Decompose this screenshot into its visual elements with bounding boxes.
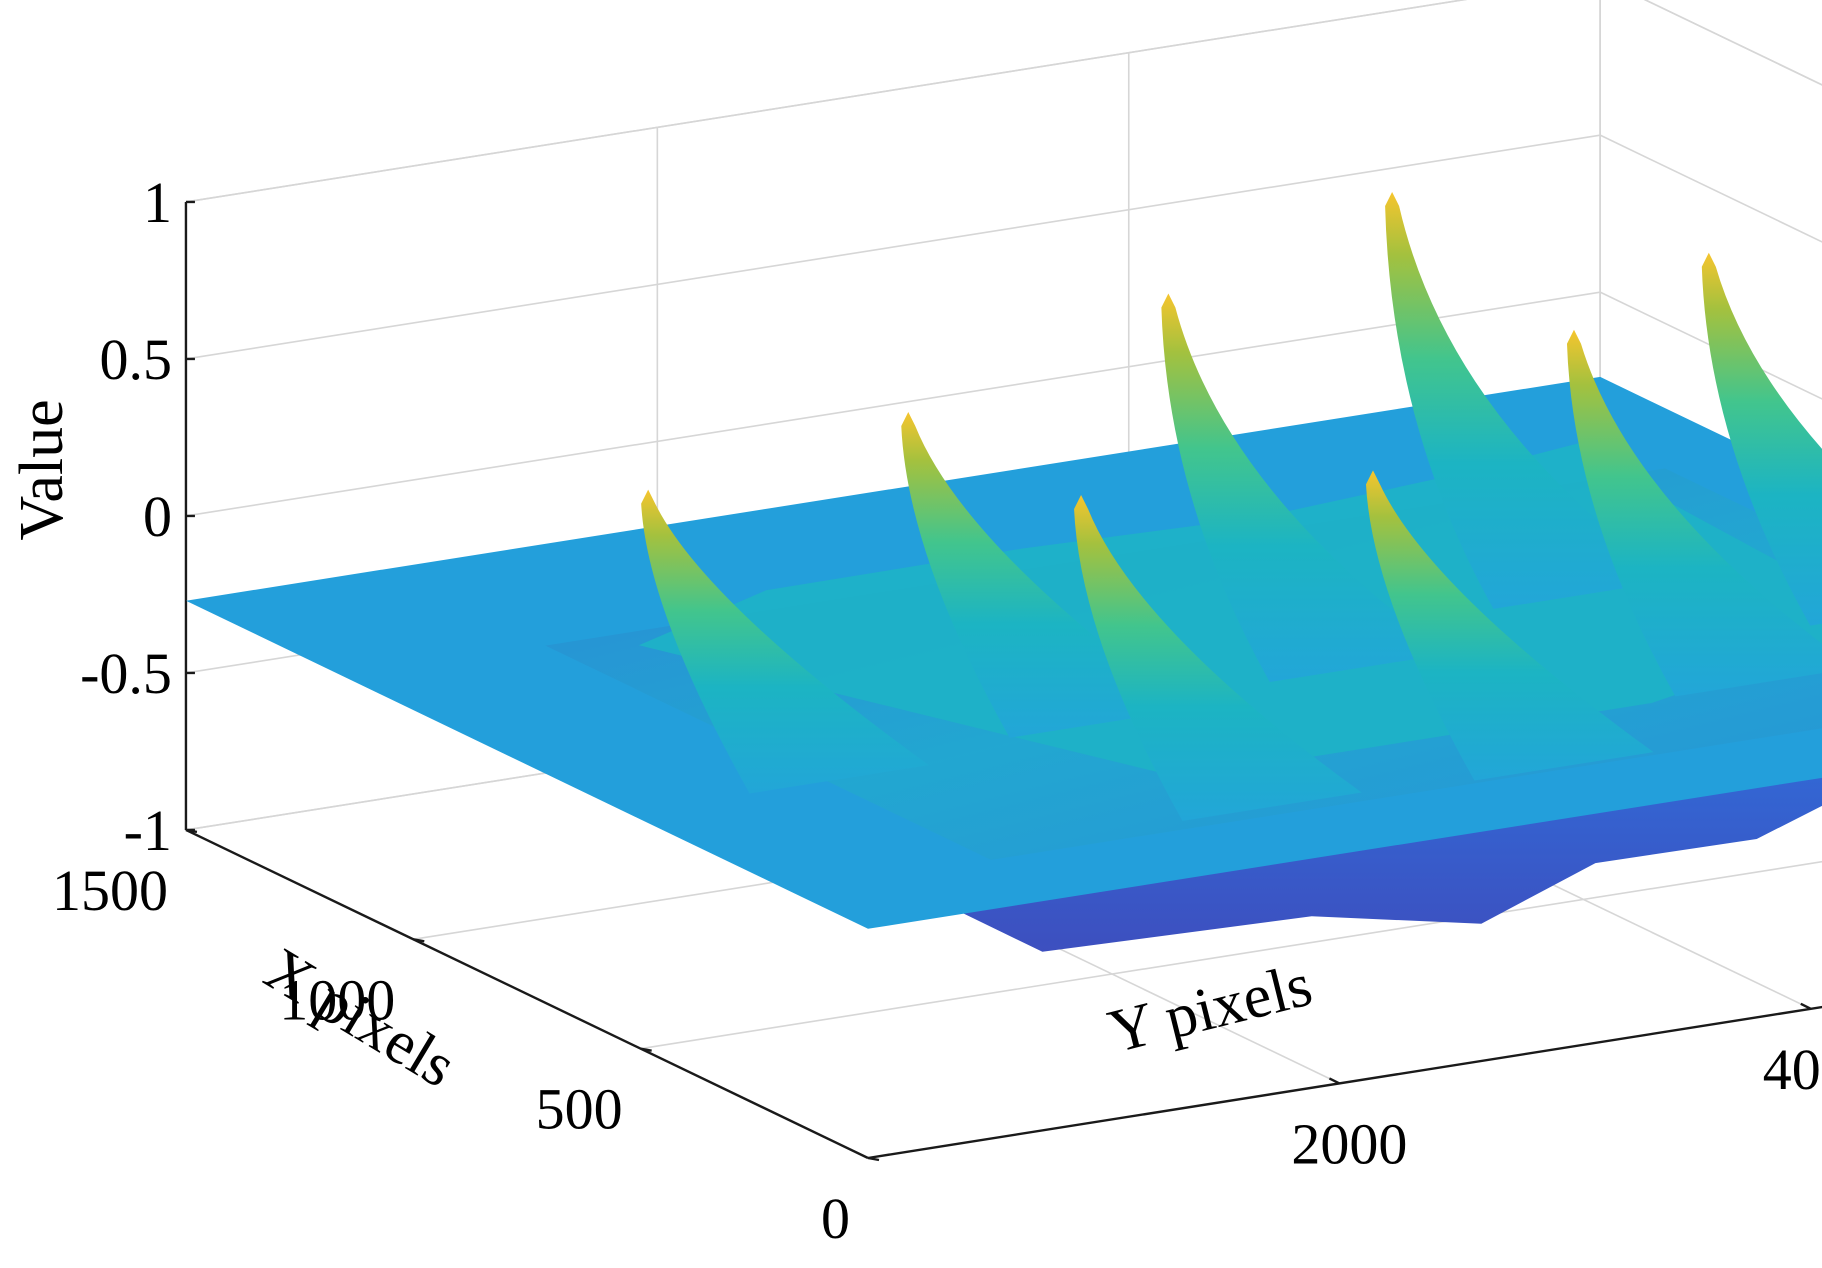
x-tick-label: 1500	[52, 858, 168, 923]
grid-line	[185, 0, 1468, 203]
z-tick-label: -0.5	[80, 641, 172, 706]
surface-peak	[1074, 495, 1362, 821]
z-tick-label: 0.5	[99, 327, 172, 392]
surface-peak	[1701, 252, 1822, 626]
surface-peak	[641, 489, 929, 794]
surface-plot	[186, 192, 1822, 952]
surface-peak	[1161, 293, 1449, 683]
x-tick	[413, 938, 425, 943]
surface-peak	[1365, 470, 1654, 781]
box-edge	[1643, 0, 1822, 86]
z-axis-label: Value	[8, 399, 76, 540]
x-tick-label: 0	[821, 1186, 850, 1251]
y-axis-label: Y pixels	[1102, 951, 1318, 1067]
y-axis-line	[867, 1005, 1822, 1160]
x-tick	[640, 1047, 652, 1052]
x-tick-label: 1000	[279, 967, 395, 1032]
axes: 10.50-0.5-1050010001500200040006000	[52, 170, 1822, 1251]
surface-peak	[1385, 192, 1673, 609]
grid-line	[185, 134, 1601, 360]
x-axis-line	[185, 828, 869, 1160]
x-tick-label: 500	[536, 1077, 623, 1142]
grid-line	[640, 860, 1822, 1050]
z-tick-label: 1	[143, 170, 172, 235]
box-edge	[185, 0, 1468, 203]
surface-peak	[1566, 329, 1822, 697]
x-tick	[185, 828, 198, 834]
z-tick-label: -1	[124, 798, 172, 863]
grid-line	[1599, 134, 1822, 243]
y-tick	[1328, 1077, 1340, 1085]
x-tick	[867, 1156, 880, 1162]
grid-line	[185, 291, 1601, 517]
y-tick-label: 2000	[1291, 1111, 1407, 1176]
y-tick	[1800, 1002, 1812, 1010]
y-tick-label: 4000	[1763, 1037, 1822, 1102]
z-tick-label: 0	[143, 484, 172, 549]
